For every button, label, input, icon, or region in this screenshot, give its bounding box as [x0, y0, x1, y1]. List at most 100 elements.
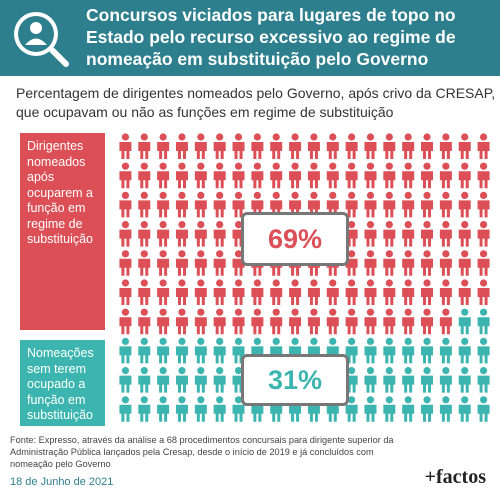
person-icon: [383, 162, 396, 189]
person-icon: [175, 162, 188, 189]
title: Concursos viciados para lugares de topo …: [86, 5, 456, 69]
person-icon: [458, 367, 471, 393]
person-icon: [194, 221, 207, 247]
person-icon: [458, 191, 471, 218]
person-icon: [439, 308, 452, 335]
person-icon: [157, 191, 170, 218]
person-icon: [213, 133, 226, 159]
person-icon: [213, 396, 226, 422]
person-icon: [232, 162, 245, 189]
person-icon: [157, 250, 170, 276]
person-icon: [213, 279, 226, 305]
person-icon: [157, 221, 170, 247]
person-icon: [138, 367, 151, 393]
logo: +factos: [424, 466, 486, 488]
person-icon: [458, 162, 471, 189]
person-icon: [232, 396, 245, 422]
person-icon: [175, 191, 188, 218]
person-icon: [270, 162, 283, 189]
person-icon: [270, 308, 283, 335]
header-icon: [14, 12, 69, 67]
person-icon: [364, 279, 377, 305]
person-icon: [364, 191, 377, 218]
person-icon: [326, 279, 339, 305]
person-icon: [157, 337, 170, 364]
person-icon: [439, 191, 452, 218]
person-icon: [157, 367, 170, 393]
person-icon: [119, 367, 132, 393]
person-icon: [439, 221, 452, 247]
person-icon: [270, 133, 283, 159]
person-icon: [421, 337, 434, 364]
person-icon: [439, 396, 452, 422]
person-icon: [213, 337, 226, 364]
person-icon: [477, 367, 490, 393]
person-icon: [119, 396, 132, 422]
person-icon: [175, 337, 188, 364]
person-icon: [251, 133, 264, 159]
person-icon: [119, 308, 132, 335]
person-icon: [345, 396, 358, 422]
person-icon: [213, 367, 226, 393]
person-icon: [383, 337, 396, 364]
category-label: Nomeações sem terem ocupado a função em …: [20, 340, 105, 426]
source: Fonte: Expresso, através da análise a 68…: [10, 435, 394, 469]
person-icon: [138, 396, 151, 422]
person-icon: [383, 250, 396, 276]
person-icon: [477, 221, 490, 247]
person-icon: [289, 279, 302, 305]
person-icon: [402, 396, 415, 422]
person-icon: [175, 396, 188, 422]
person-icon: [458, 396, 471, 422]
person-icon: [138, 162, 151, 189]
person-icon: [458, 337, 471, 364]
person-icon: [251, 308, 264, 335]
person-icon: [307, 133, 320, 159]
person-icon: [383, 221, 396, 247]
person-icon: [157, 279, 170, 305]
person-icon: [458, 250, 471, 276]
person-icon: [157, 308, 170, 335]
person-icon: [119, 279, 132, 305]
person-icon: [402, 308, 415, 335]
person-icon: [194, 279, 207, 305]
person-icon: [421, 191, 434, 218]
person-icon: [383, 191, 396, 218]
category-label: Dirigentes nomeados após ocuparem a funç…: [20, 133, 105, 330]
person-icon: [138, 337, 151, 364]
person-icon: [213, 250, 226, 276]
person-icon: [345, 308, 358, 335]
person-icon: [458, 308, 471, 335]
person-icon: [232, 279, 245, 305]
subtitle: Percentagem de dirigentes nomeados pelo …: [16, 85, 496, 120]
person-icon: [458, 279, 471, 305]
person-icon: [383, 279, 396, 305]
person-icon: [477, 250, 490, 276]
person-icon: [383, 396, 396, 422]
person-icon: [175, 250, 188, 276]
person-icon: [307, 308, 320, 335]
person-icon: [402, 279, 415, 305]
person-icon: [345, 279, 358, 305]
person-icon: [458, 133, 471, 159]
person-icon: [175, 367, 188, 393]
person-icon: [439, 367, 452, 393]
person-icon: [213, 191, 226, 218]
person-icon: [402, 221, 415, 247]
person-icon: [421, 162, 434, 189]
person-icon: [439, 279, 452, 305]
person-icon: [194, 250, 207, 276]
person-icon: [307, 162, 320, 189]
person-icon: [477, 396, 490, 422]
person-icon: [119, 133, 132, 159]
person-icon: [345, 133, 358, 159]
person-icon: [364, 250, 377, 276]
person-icon: [251, 279, 264, 305]
person-icon: [194, 308, 207, 335]
person-icon: [477, 191, 490, 218]
person-icon: [138, 191, 151, 218]
person-icon: [364, 367, 377, 393]
person-icon: [402, 191, 415, 218]
person-icon: [421, 133, 434, 159]
